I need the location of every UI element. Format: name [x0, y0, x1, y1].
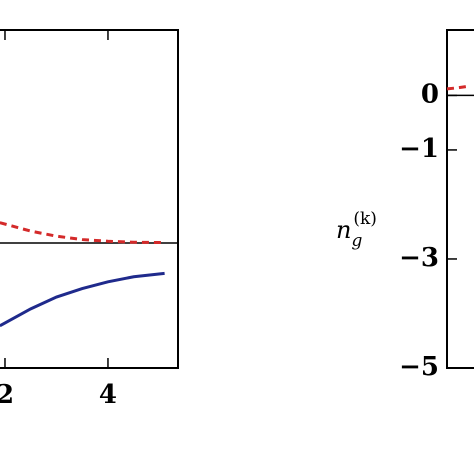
y-axis-label: ng(k) — [336, 209, 377, 251]
plot-frame — [0, 29, 179, 369]
plot-frame — [446, 29, 474, 369]
y-tick-label: −3 — [399, 243, 439, 273]
y-tick-label: −1 — [399, 134, 439, 164]
y-label-base: n — [336, 216, 351, 244]
x-tick-label: 4 — [99, 380, 117, 410]
series-line — [0, 221, 165, 245]
series-line — [0, 271, 165, 328]
y-label-sub: g — [351, 231, 362, 251]
series-line — [446, 84, 470, 91]
y-tick-label: −5 — [399, 352, 439, 382]
y-tick-label: 0 — [421, 79, 439, 109]
x-tick-label: 2 — [0, 380, 14, 410]
y-label-sup: (k) — [353, 209, 377, 229]
